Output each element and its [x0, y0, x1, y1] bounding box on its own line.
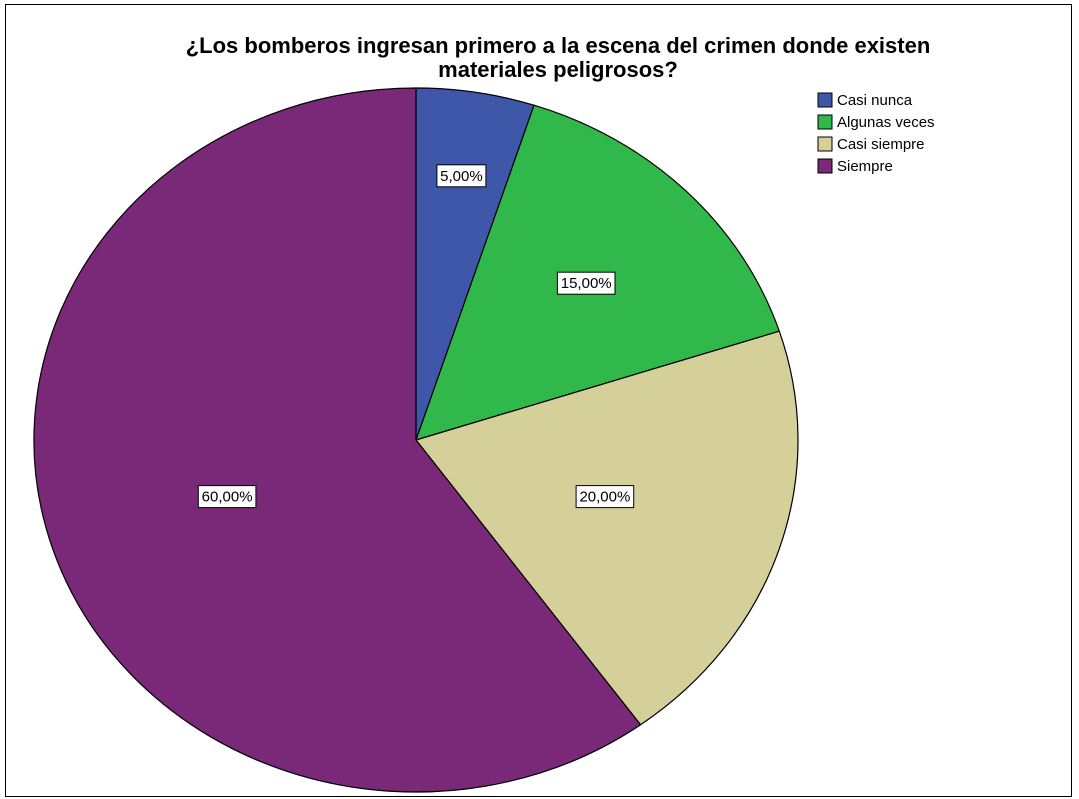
pie-label-casi-siempre: 20,00%: [575, 485, 635, 509]
legend-label: Casi nunca: [837, 92, 913, 109]
pie-slice-siempre: [33, 87, 642, 793]
pie-label-casi-nunca: 5,00%: [436, 164, 487, 188]
legend-label: Algunas veces: [837, 114, 935, 131]
legend-item-casi-nunca: Casi nunca: [817, 92, 913, 109]
pie-slice-casi-siempre: [414, 330, 799, 726]
pie-label-algunas-veces: 15,00%: [556, 271, 616, 295]
legend-item-siempre: Siempre: [817, 158, 893, 175]
legend-label: Siempre: [837, 158, 893, 175]
pie-slices: [33, 87, 799, 793]
chart-title-line-1: ¿Los bomberos ingresan primero a la esce…: [186, 33, 931, 58]
pie-label-box: [197, 485, 257, 509]
pie-label-box: [556, 271, 616, 295]
legend-item-casi-siempre: Casi siempre: [817, 136, 925, 153]
pie-label-text: 20,00%: [579, 489, 630, 506]
legend-swatch: [817, 92, 833, 108]
chart-title-line-2: materiales peligrosos?: [438, 57, 678, 82]
pie-label-text: 15,00%: [561, 275, 612, 292]
pie-labels: 5,00% 15,00% 20,00% 60,00%: [197, 164, 635, 509]
legend: Casi nunca Algunas veces Casi siempre Siemp…: [817, 92, 935, 175]
pie-label-box: [575, 485, 635, 509]
legend-item-algunas-veces: Algunas veces: [817, 114, 935, 131]
legend-swatch: [817, 158, 833, 174]
pie-label-box: [436, 164, 487, 188]
pie-label-text: 5,00%: [440, 168, 483, 185]
pie-label-text: 60,00%: [202, 489, 253, 506]
pie-label-siempre: 60,00%: [197, 485, 257, 509]
legend-swatch: [817, 136, 833, 152]
legend-swatch: [817, 114, 833, 130]
legend-label: Casi siempre: [837, 136, 925, 153]
